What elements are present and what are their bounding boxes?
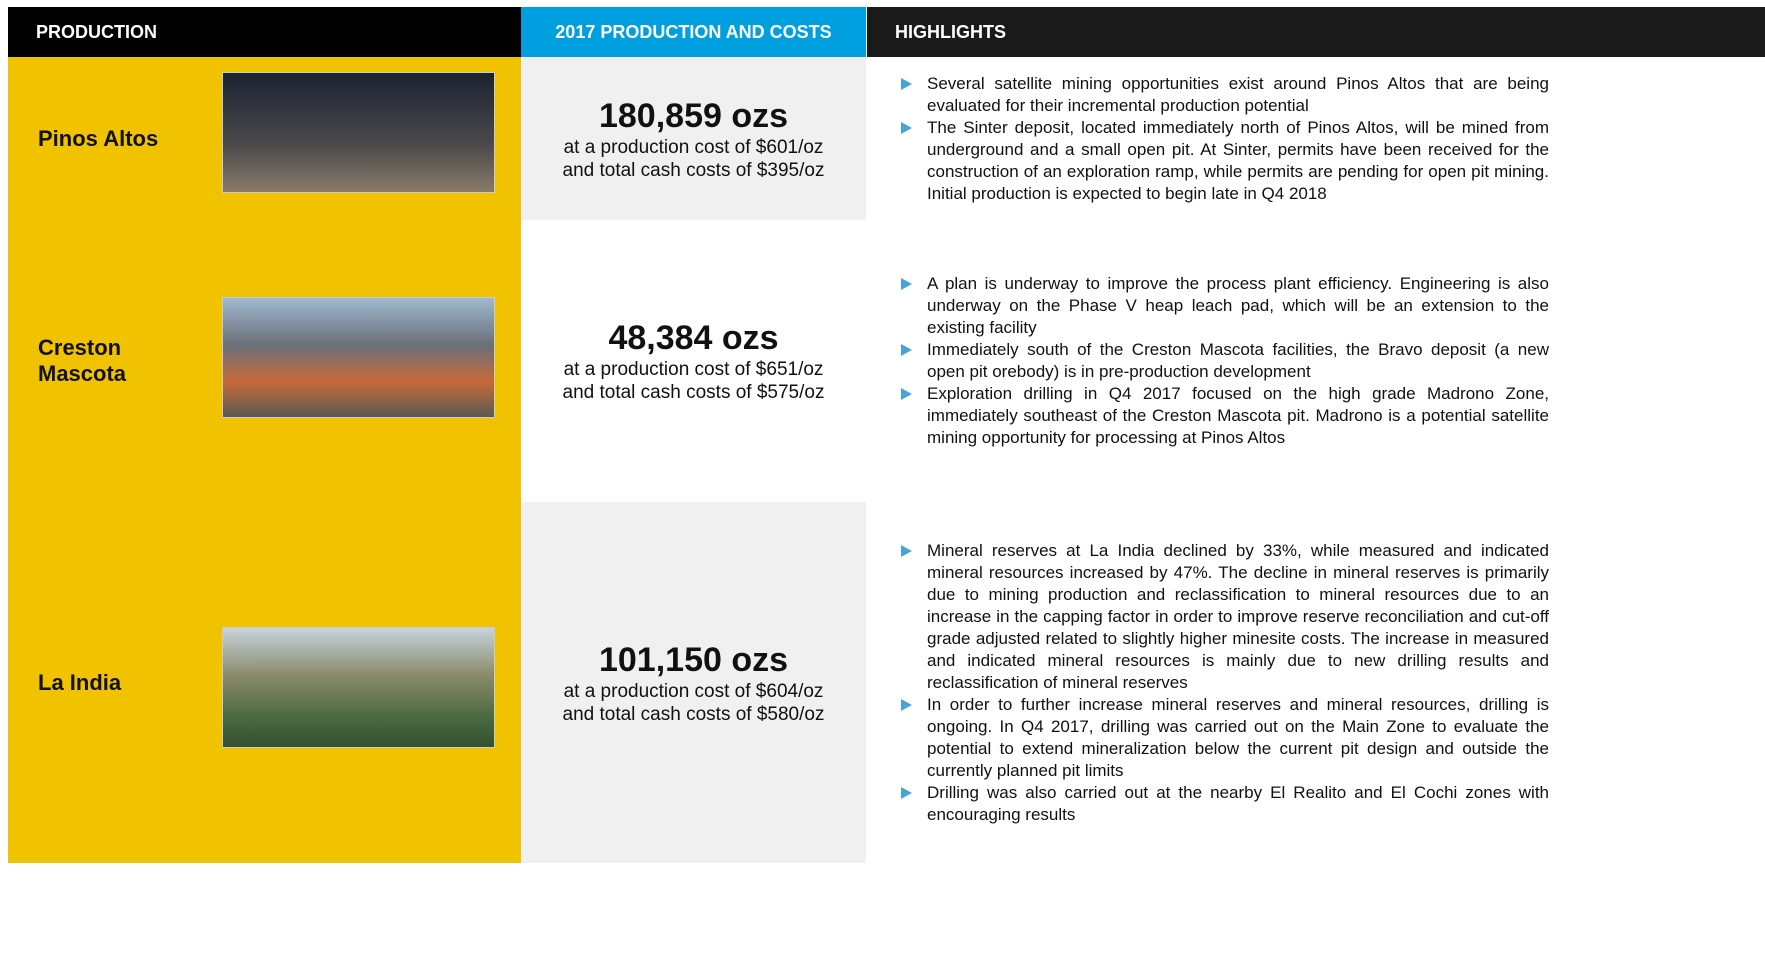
production-cell: 101,150 ozs at a production cost of $604/…: [521, 502, 866, 863]
header-costs: 2017 PRODUCTION AND COSTS: [521, 7, 866, 57]
highlights-list: Several satellite mining opportunities e…: [897, 73, 1549, 205]
highlights-cell: A plan is underway to improve the proces…: [897, 222, 1549, 500]
mine-photo: [222, 297, 495, 418]
mine-name: Pinos Altos: [38, 125, 159, 151]
highlight: Mineral reserves at La India declined by…: [897, 540, 1549, 694]
cost-line: at a production cost of $651/oz: [563, 359, 824, 380]
highlight: Exploration drilling in Q4 2017 focused …: [897, 383, 1549, 449]
cash-line: and total cash costs of $575/oz: [562, 382, 825, 403]
ounces: 101,150 ozs: [598, 640, 789, 679]
ounces: 180,859 ozs: [598, 96, 789, 135]
mine-name: Creston Mascota: [38, 335, 127, 386]
cost-line: at a production cost of $601/oz: [563, 136, 824, 158]
production-cell: 180,859 ozs at a production cost of $601/…: [521, 57, 866, 220]
highlight: In order to further increase mineral res…: [897, 694, 1549, 782]
mine-photo: [222, 72, 495, 193]
highlight: Drilling was also carried out at the nea…: [897, 782, 1549, 826]
header-highlights: HIGHLIGHTS: [867, 7, 1765, 57]
cash-line: and total cash costs of $395/oz: [562, 159, 825, 181]
highlight: Several satellite mining opportunities e…: [897, 73, 1549, 117]
mine-name: La India: [38, 669, 122, 695]
mine-photo: [222, 627, 495, 748]
highlights-list: A plan is underway to improve the proces…: [897, 273, 1549, 449]
header-production: PRODUCTION: [8, 7, 521, 57]
cash-line: and total cash costs of $580/oz: [562, 703, 825, 725]
highlights-list: Mineral reserves at La India declined by…: [897, 540, 1549, 826]
cost-line: at a production cost of $604/oz: [563, 680, 824, 702]
highlights-cell: Mineral reserves at La India declined by…: [897, 504, 1549, 861]
highlight: Immediately south of the Creston Mascota…: [897, 339, 1549, 383]
header-text: PRODUCTION: [36, 21, 157, 42]
highlight: A plan is underway to improve the proces…: [897, 273, 1549, 339]
highlight: The Sinter deposit, located immediately …: [897, 117, 1549, 205]
ounces: 48,384 ozs: [608, 319, 779, 357]
highlights-cell: Several satellite mining opportunities e…: [897, 59, 1549, 218]
header-text: HIGHLIGHTS: [895, 21, 1006, 42]
production-cell: 48,384 ozs at a production cost of $651/o…: [521, 220, 866, 502]
header-text: 2017 PRODUCTION AND COSTS: [555, 22, 832, 42]
